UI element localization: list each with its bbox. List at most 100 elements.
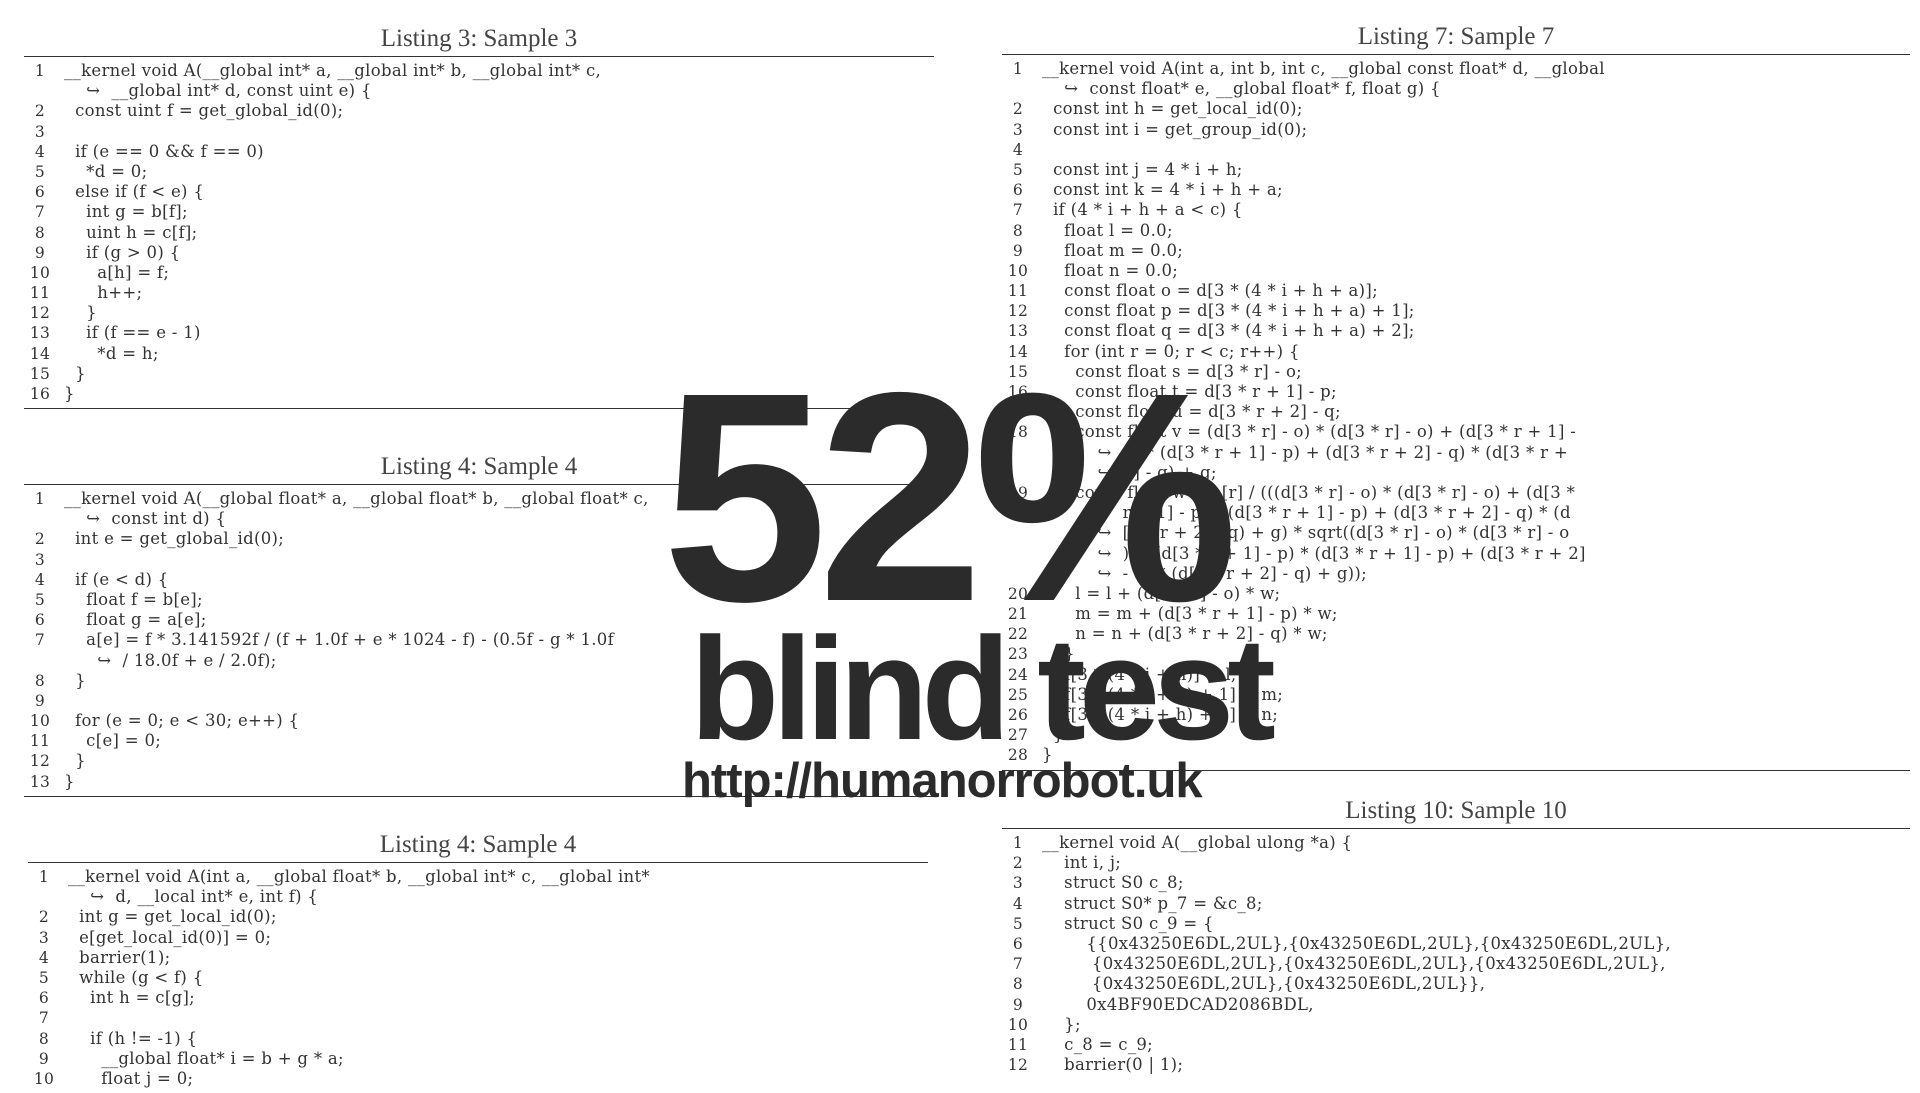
- code-line: 8 float l = 0.0;: [1002, 221, 1910, 241]
- code-text: const float w = e[r] / (((d[3 * r] - o) …: [1042, 482, 1576, 502]
- line-number: 20: [1007, 584, 1029, 603]
- line-number: 11: [29, 732, 51, 751]
- line-number: 5: [1012, 160, 1024, 179]
- line-number: 8: [1012, 221, 1024, 240]
- code-text: __kernel void A(__global int* a, __globa…: [64, 61, 602, 80]
- code-line: 8 {0x43250E6DL,2UL},{0x43250E6DL,2UL}},: [1002, 974, 1910, 994]
- code-line: 1 __kernel void A(__global float* a, __gl…: [24, 489, 934, 509]
- code-line: 8 }: [24, 671, 934, 691]
- line-number: 12: [29, 752, 51, 771]
- code-block: 1 __kernel void A(int a, int b, int c, __…: [1002, 55, 1910, 770]
- code-line: 13 if (f == e - 1): [24, 323, 934, 343]
- site-url-link[interactable]: http://humanorrobot.uk: [682, 754, 1203, 808]
- code-text: l = l + (d[3 * r] - o) * w;: [1042, 583, 1281, 603]
- code-text: ↪ p) * (d[3 * r + 1] - p) + (d[3 * r + 2…: [1042, 442, 1568, 462]
- line-number: 1: [1012, 834, 1024, 852]
- line-number: 11: [29, 284, 51, 303]
- code-text: struct S0* p_7 = &c_8;: [1042, 893, 1263, 913]
- code-text: for (int r = 0; r < c; r++) {: [1042, 341, 1300, 361]
- line-number: 8: [38, 1029, 50, 1048]
- code-text: c[e] = 0;: [64, 731, 162, 751]
- code-line: 16 const float t = d[3 * r + 1] - p;: [1002, 382, 1910, 402]
- listing-caption: Listing 10: Sample 10: [1345, 797, 1567, 824]
- code-block: 1 __kernel void A(__global int* a, __glob…: [24, 57, 934, 408]
- code-line: 11 const float o = d[3 * (4 * i + h + a)…: [1002, 281, 1910, 301]
- code-line: 7 {0x43250E6DL,2UL},{0x43250E6DL,2UL},{0…: [1002, 954, 1910, 974]
- line-number: 9: [34, 243, 46, 262]
- line-number: 6: [1012, 934, 1024, 953]
- line-number: 5: [1012, 914, 1024, 933]
- listing-4-a: Listing 4: Sample 4 1 __kernel void A(__g…: [24, 452, 934, 797]
- code-text: float l = 0.0;: [1042, 220, 1173, 240]
- code-text: }: [1042, 644, 1075, 664]
- code-line: 11 c_8 = c_9;: [1002, 1035, 1910, 1055]
- line-number: 9: [34, 691, 46, 710]
- code-text: c_8 = c_9;: [1042, 1034, 1154, 1054]
- code-text: const float o = d[3 * (4 * i + h + a)];: [1042, 281, 1379, 301]
- line-number: 14: [29, 344, 51, 363]
- code-line: 1 __kernel void A(int a, int b, int c, __…: [1002, 59, 1910, 79]
- code-line: 13}: [24, 772, 934, 792]
- code-line: 7 if (4 * i + h + a < c) {: [1002, 200, 1910, 220]
- listing-bottom-rule: [24, 795, 934, 797]
- code-line: 27 }: [1002, 725, 1910, 745]
- code-text: f[3 * (4 * i + h) + 2] = n;: [1042, 705, 1279, 724]
- code-text: };: [1042, 1014, 1081, 1034]
- code-text: [60, 1008, 928, 1028]
- code-text: }: [64, 384, 75, 403]
- code-line: 2 int g = get_local_id(0);: [28, 907, 928, 927]
- line-number: 11: [1007, 282, 1029, 301]
- code-text: while (g < f) {: [68, 967, 204, 987]
- code-line: 25 f[3 * (4 * i + h) + 1] = m;: [1002, 685, 1910, 705]
- line-number: 2: [1012, 100, 1024, 119]
- code-text: ↪ __global int* d, const uint e) {: [64, 81, 372, 101]
- line-number: 1: [38, 868, 50, 886]
- code-text: }: [1042, 745, 1053, 765]
- code-line: 6 int h = c[g];: [28, 988, 928, 1008]
- code-text: ↪ const float* e, __global float* f, flo…: [1042, 79, 1441, 99]
- code-text: struct S0 c_8;: [1042, 873, 1184, 893]
- line-number: 15: [1007, 362, 1029, 381]
- code-text: {0x43250E6DL,2UL},{0x43250E6DL,2UL}},: [1042, 974, 1486, 994]
- code-text: ↪ - q) * (d[3 * r + 2] - q) + g));: [1042, 563, 1368, 583]
- line-number: 12: [1007, 1056, 1029, 1075]
- code-text: const float u = d[3 * r + 2] - q;: [1042, 402, 1341, 422]
- code-line: 12 }: [24, 751, 934, 771]
- code-text: ↪ [3 * r + 2] - q) + g) * sqrt((d[3 * r]…: [1042, 523, 1570, 543]
- line-number: 7: [38, 1009, 50, 1028]
- code-text: }: [64, 751, 86, 771]
- listing-caption: Listing 4: Sample 4: [379, 831, 577, 858]
- line-number: 27: [1007, 726, 1029, 745]
- listing-3: Listing 3: Sample 3 1 __kernel void A(__g…: [24, 24, 934, 410]
- code-line: 3 const int i = get_group_id(0);: [1002, 120, 1910, 140]
- code-line: 4 barrier(1);: [28, 948, 928, 968]
- code-text: const float v = (d[3 * r] - o) * (d[3 * …: [1042, 422, 1577, 442]
- code-line: 6 {{0x43250E6DL,2UL},{0x43250E6DL,2UL},{…: [1002, 934, 1910, 954]
- code-text: for (e = 0; e < 30; e++) {: [64, 711, 300, 731]
- code-text: int h = c[g];: [68, 988, 196, 1008]
- listing-top-rule: [1002, 828, 1910, 829]
- line-number: 24: [1007, 665, 1029, 684]
- code-text: [1034, 140, 1910, 160]
- code-text: uint h = c[f];: [64, 222, 198, 242]
- line-number: 10: [29, 263, 51, 282]
- code-line: 1 __kernel void A(__global ulong *a) {: [1002, 833, 1910, 853]
- line-number: 4: [1012, 140, 1024, 159]
- line-number: 9: [38, 1049, 50, 1068]
- line-number: 26: [1007, 706, 1029, 724]
- code-text: float g = a[e];: [64, 610, 207, 630]
- listing-bottom-rule: [1002, 769, 1910, 771]
- line-number: 7: [34, 631, 46, 650]
- line-number: 12: [29, 304, 51, 323]
- code-text: {{0x43250E6DL,2UL},{0x43250E6DL,2UL},{0x…: [1042, 933, 1671, 953]
- code-text: n = n + (d[3 * r + 2] - q) * w;: [1042, 624, 1328, 644]
- code-line: 20 l = l + (d[3 * r] - o) * w;: [1002, 584, 1910, 604]
- line-number: 10: [1007, 1015, 1029, 1034]
- code-text: e[get_local_id(0)] = 0;: [68, 927, 272, 947]
- line-number: 3: [38, 928, 50, 947]
- line-number: 18: [1007, 423, 1029, 442]
- code-line: 6 const int k = 4 * i + h + a;: [1002, 180, 1910, 200]
- code-line: 3: [24, 550, 934, 570]
- line-number: 23: [1007, 645, 1029, 664]
- code-line: 10 };: [1002, 1015, 1910, 1035]
